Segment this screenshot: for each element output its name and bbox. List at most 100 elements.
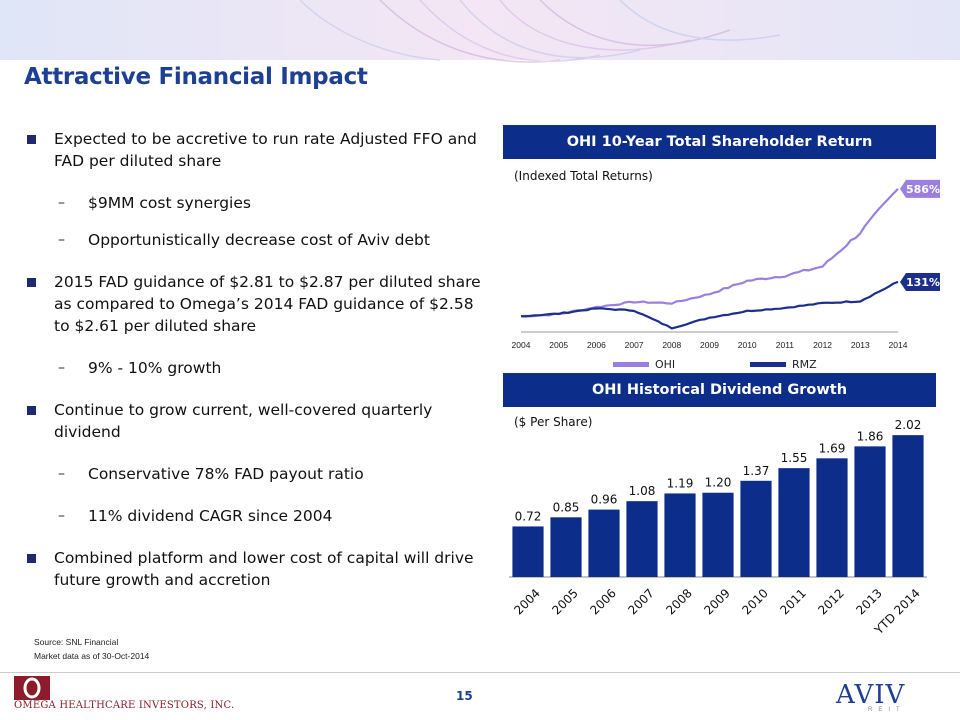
- bar-value-label: 1.20: [705, 476, 732, 490]
- x-tick-label: 2008: [663, 586, 694, 617]
- dash-bullet-icon: –: [58, 508, 65, 524]
- series-line-rmz: [520, 280, 899, 330]
- page-number: 15: [456, 689, 473, 703]
- legend-label-rmz: RMZ: [792, 358, 817, 370]
- x-tick-label: 2009: [701, 586, 732, 617]
- bar-value-label: 0.72: [515, 509, 542, 523]
- bar-value-label: 1.37: [743, 464, 770, 478]
- x-tick-label: 2010: [739, 586, 770, 617]
- bar: [816, 458, 848, 577]
- square-bullet-icon: [27, 135, 36, 144]
- x-tick-label: 2011: [777, 586, 808, 617]
- header-banner: [0, 0, 960, 103]
- tsr-line-chart: 2004 2005 2006 2007 2008 2009 2010 2011 2012 2013…: [512, 179, 940, 370]
- end-value-label-rmz: 131%: [900, 272, 940, 291]
- x-tick-label: 2005: [549, 340, 568, 350]
- end-value-label-ohi: 586%: [900, 179, 940, 198]
- x-tick-label: 2014: [889, 340, 908, 350]
- bar-value-label: 1.86: [857, 429, 884, 443]
- aviv-logo: AVIV: [836, 680, 906, 710]
- bullet-item: Combined platform and lower cost of capi…: [24, 547, 484, 591]
- banner-swirl-graphic: [0, 0, 960, 63]
- aviv-reit-label: REIT: [868, 707, 906, 713]
- x-tick-label: 2008: [662, 340, 681, 350]
- legend-label-ohi: OHI: [655, 358, 675, 370]
- sub-bullet-item: – 11% dividend CAGR since 2004: [24, 505, 484, 527]
- tsr-chart-subtitle: (Indexed Total Returns): [514, 169, 653, 183]
- omega-logo-icon: [14, 676, 50, 700]
- x-tick-label: 2009: [700, 340, 719, 350]
- bullet-text: 2015 FAD guidance of $2.81 to $2.87 per …: [54, 273, 481, 335]
- bar: [740, 480, 772, 577]
- bar-value-label: 1.69: [819, 441, 846, 455]
- dividend-bar-chart: 0.72 2004 0.85 2005 0.96 2006 1.08 2007 1.19 2008…: [509, 418, 927, 638]
- bar-value-label: 1.08: [629, 484, 656, 498]
- dash-bullet-icon: –: [58, 195, 65, 211]
- square-bullet-icon: [27, 554, 36, 563]
- end-value-box: [900, 272, 940, 291]
- x-tick-label: 2005: [549, 586, 580, 617]
- x-tick-label: 2004: [511, 586, 542, 617]
- market-date-line: Market data as of 30-Oct-2014: [34, 651, 150, 661]
- x-tick-label: 2013: [853, 586, 884, 617]
- bar: [854, 446, 886, 577]
- bar-value-label: 1.55: [781, 451, 808, 465]
- bar: [512, 526, 544, 577]
- bullet-item: Expected to be accretive to run rate Adj…: [24, 128, 484, 172]
- dash-bullet-icon: –: [58, 232, 65, 248]
- bar-value-label: 0.96: [591, 493, 618, 507]
- x-tick-label: 2011: [776, 340, 795, 350]
- x-tick-label: 2012: [815, 586, 846, 617]
- bullet-item: 2015 FAD guidance of $2.81 to $2.87 per …: [24, 271, 484, 337]
- x-tick-label: 2013: [851, 340, 870, 350]
- end-value-text: 131%: [906, 276, 940, 289]
- bullet-text: Conservative 78% FAD payout ratio: [88, 465, 364, 483]
- legend-swatch-ohi: [613, 362, 649, 367]
- dividend-chart-header: OHI Historical Dividend Growth: [503, 373, 936, 407]
- x-tick-label: 2006: [587, 586, 618, 617]
- bar: [892, 435, 924, 577]
- bullet-list: Expected to be accretive to run rate Adj…: [24, 128, 484, 591]
- bullet-text: Continue to grow current, well-covered q…: [54, 401, 433, 441]
- x-tick-label: 2004: [512, 340, 531, 350]
- bar-value-label: 1.19: [667, 476, 694, 490]
- bar-value-label: 2.02: [895, 418, 922, 432]
- end-value-text: 586%: [906, 183, 940, 196]
- series-line-ohi: [520, 188, 899, 318]
- x-tick-label: 2007: [625, 340, 644, 350]
- sub-bullet-item: – Conservative 78% FAD payout ratio: [24, 463, 484, 485]
- sub-bullet-item: – 9% - 10% growth: [24, 357, 484, 379]
- bullet-text: $9MM cost synergies: [88, 194, 251, 212]
- source-line: Source: SNL Financial: [34, 637, 119, 647]
- bullet-item: Continue to grow current, well-covered q…: [24, 399, 484, 443]
- bar: [588, 509, 620, 577]
- bullet-text: Expected to be accretive to run rate Adj…: [54, 130, 477, 170]
- sub-bullet-item: – Opportunistically decrease cost of Avi…: [24, 229, 484, 251]
- dash-bullet-icon: –: [58, 466, 65, 482]
- slide-title: Attractive Financial Impact: [24, 64, 368, 90]
- bar: [664, 493, 696, 577]
- x-tick-label: 2010: [738, 340, 757, 350]
- bullet-text: 11% dividend CAGR since 2004: [88, 507, 333, 525]
- bar: [778, 468, 810, 577]
- square-bullet-icon: [27, 278, 36, 287]
- bullet-text: Opportunistically decrease cost of Aviv …: [88, 231, 430, 249]
- sub-bullet-item: – $9MM cost synergies: [24, 192, 484, 214]
- end-value-box: [900, 179, 940, 198]
- dash-bullet-icon: –: [58, 360, 65, 376]
- omega-company-name: OMEGA HEALTHCARE INVESTORS, INC.: [14, 700, 235, 711]
- tsr-chart-header: OHI 10-Year Total Shareholder Return: [503, 125, 936, 159]
- bullet-text: 9% - 10% growth: [88, 359, 222, 377]
- bullet-text: Combined platform and lower cost of capi…: [54, 549, 474, 589]
- bar: [702, 492, 734, 577]
- bar-value-label: 0.85: [553, 500, 580, 514]
- footer-divider: [0, 672, 960, 673]
- x-tick-label: 2006: [587, 340, 606, 350]
- bar: [550, 517, 582, 577]
- legend-swatch-rmz: [750, 362, 786, 367]
- bar: [626, 501, 658, 577]
- source-note: Source: SNL Financial Market data as of …: [34, 635, 149, 663]
- x-tick-label: 2012: [813, 340, 832, 350]
- x-tick-label: 2007: [625, 586, 656, 617]
- square-bullet-icon: [27, 406, 36, 415]
